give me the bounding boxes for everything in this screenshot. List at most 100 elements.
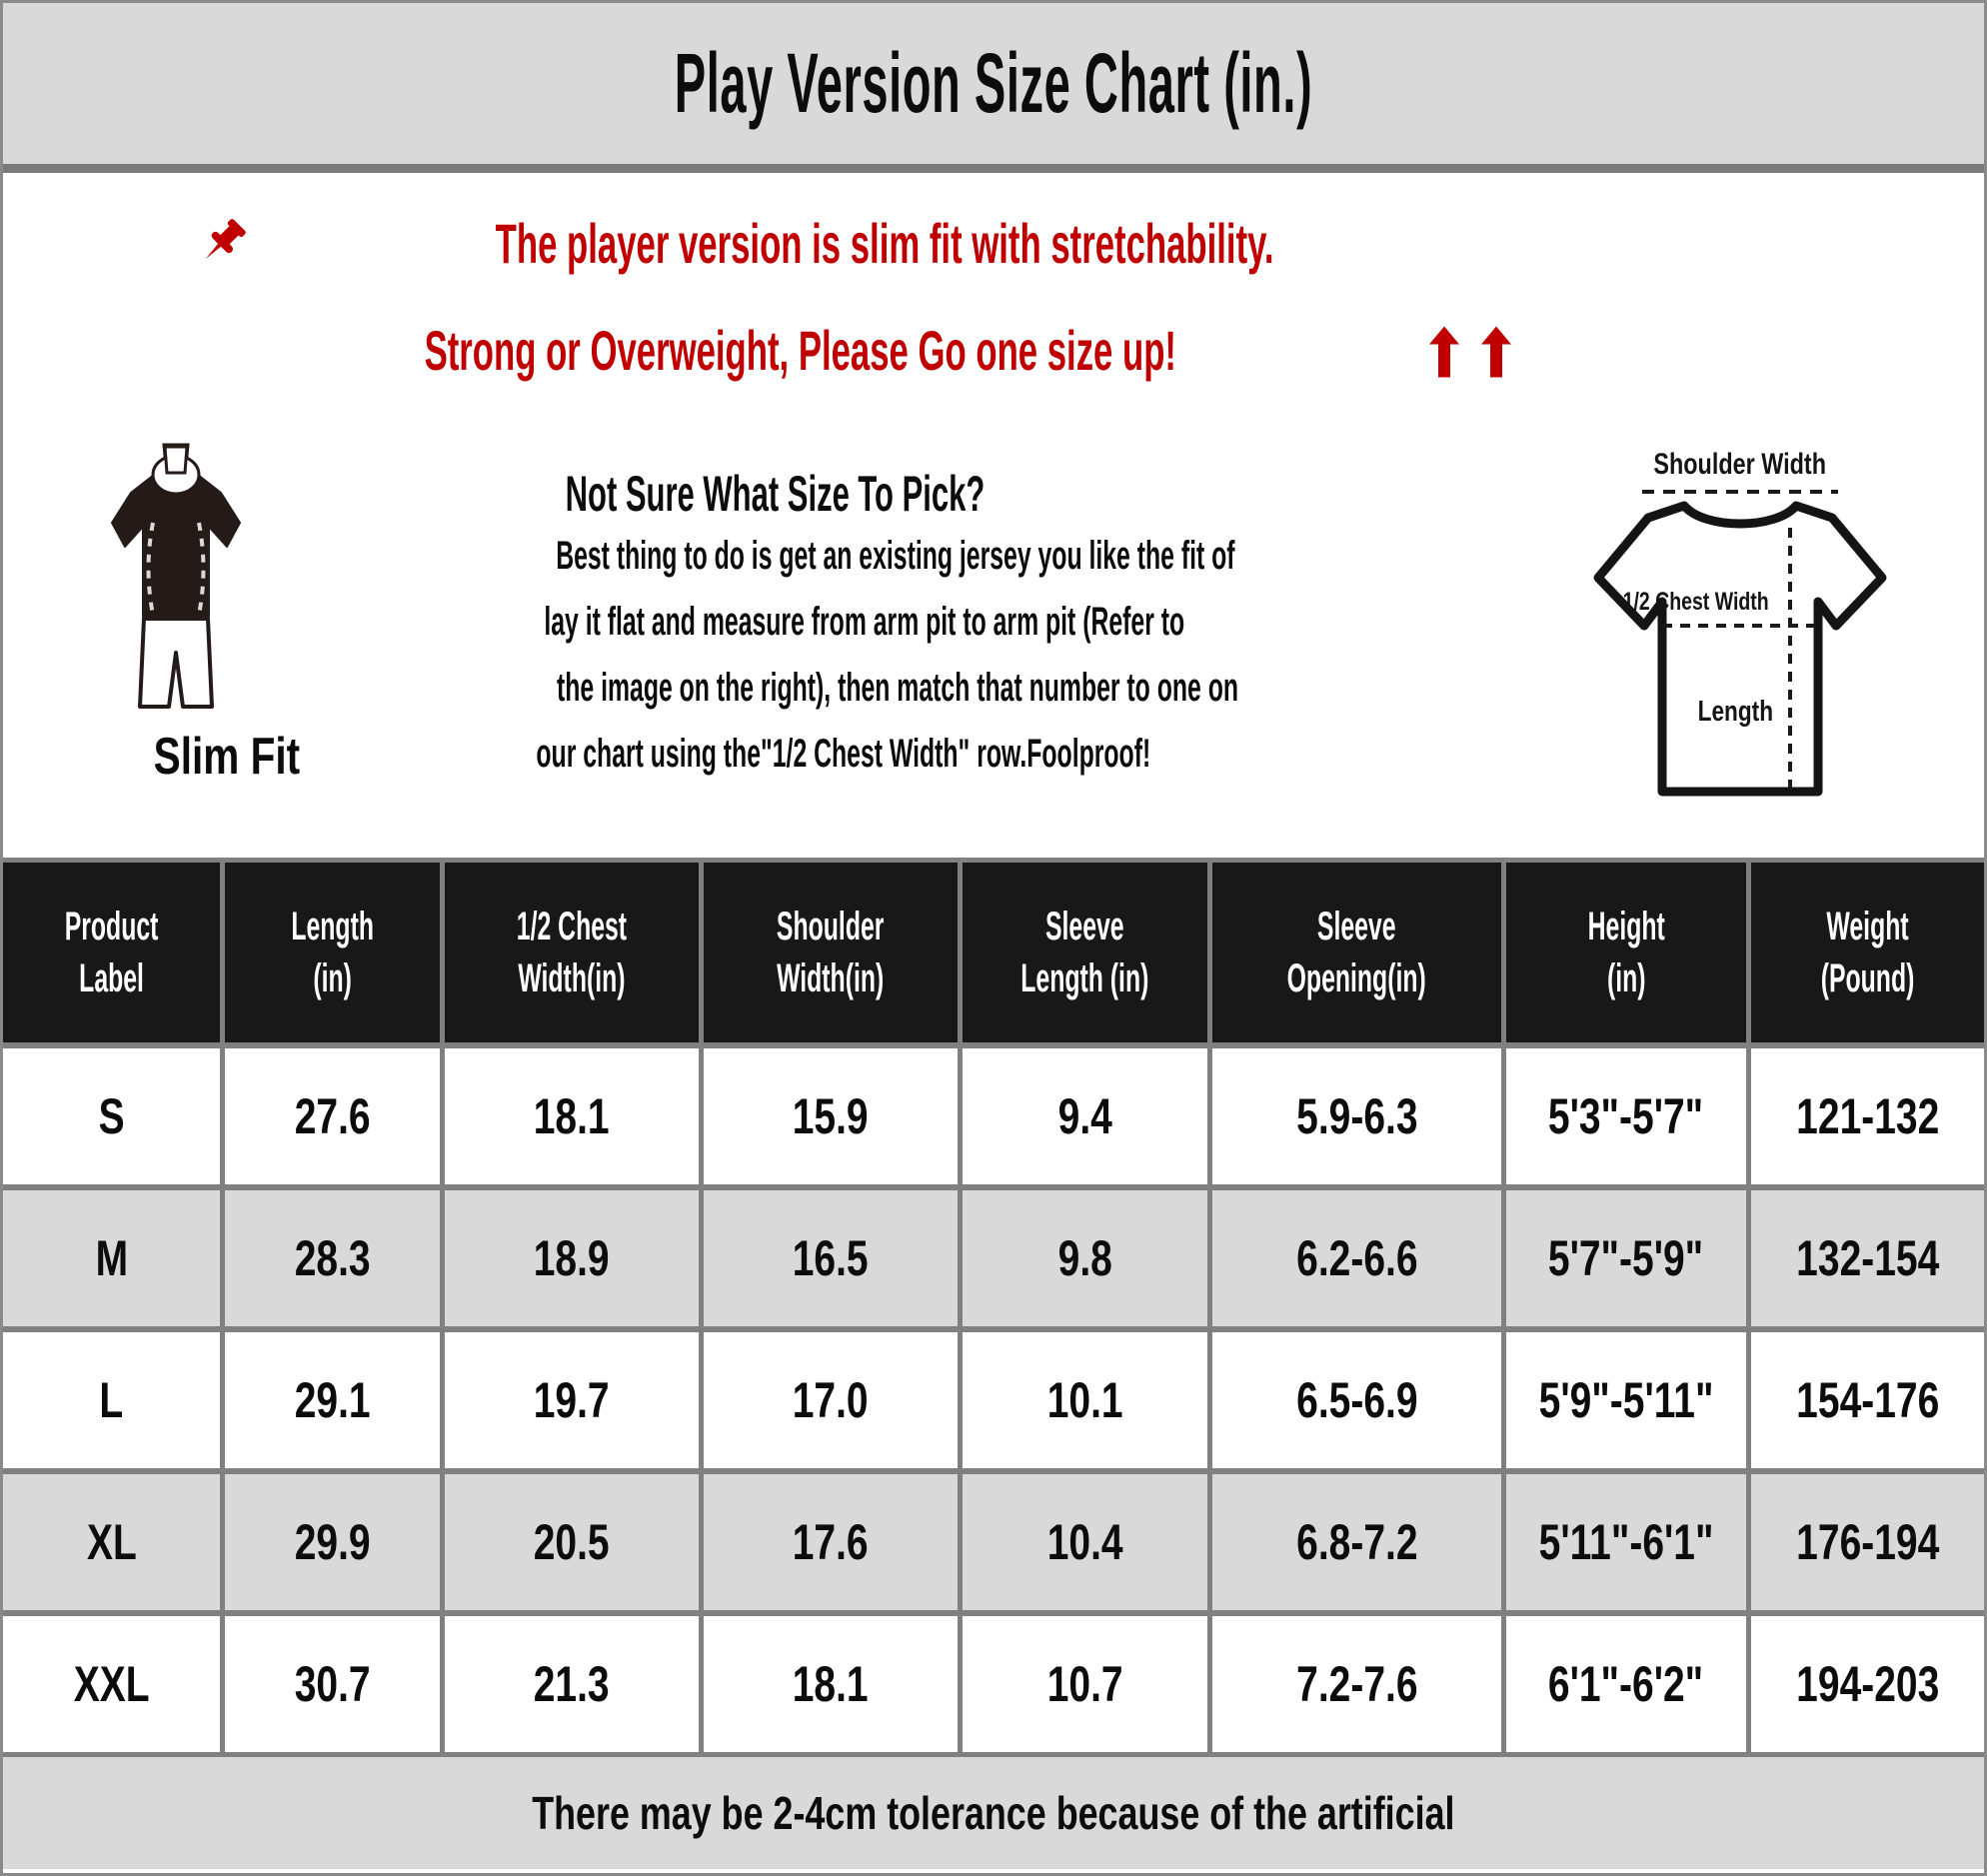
column-header-weight: Weight (Pound) — [1750, 863, 1984, 1042]
table-cell-text: 6'1"-6'2" — [1548, 1656, 1704, 1712]
table-cell-text: 28.3 — [294, 1230, 371, 1286]
shoulder-width-label-text: Shoulder Width — [1653, 448, 1827, 481]
table-cell: 18.1 — [444, 1048, 699, 1184]
table-cell-text: 17.0 — [792, 1372, 869, 1428]
half-chest-width-label-text: 1/2 Chest Width — [1622, 588, 1769, 616]
shoulder-width-label: Shoulder Width — [1584, 448, 1896, 482]
table-cell-text: 18.1 — [792, 1656, 869, 1712]
table-cell: 5'7"-5'9" — [1505, 1190, 1746, 1326]
table-cell: S — [98, 1088, 125, 1144]
guide-line: lay it flat and measure from arm pit to … — [348, 589, 1202, 655]
table-cell: 21.3 — [444, 1616, 699, 1752]
guide-line: the image on the right), then match that… — [348, 655, 1238, 721]
table-cell: 6.5-6.9 — [1212, 1332, 1501, 1468]
table-cell-text: 154-176 — [1795, 1372, 1940, 1428]
table-cell: 132-154 — [1750, 1190, 1984, 1326]
table-cell: 17.0 — [703, 1332, 959, 1468]
table-cell-text: 5.9-6.3 — [1295, 1088, 1418, 1144]
table-cell: 6'1"-6'2" — [1505, 1616, 1746, 1752]
length-label: Length — [1644, 696, 1784, 729]
table-cell-text: 5'3"-5'7" — [1548, 1088, 1704, 1144]
table-cell-text: 10.1 — [1046, 1372, 1123, 1428]
table-cell-text: 7.2-7.6 — [1295, 1656, 1418, 1712]
column-header-shoulder-width: Shoulder Width(in) — [703, 863, 959, 1042]
notice-line-1: The player version is slim fit with stre… — [3, 209, 1702, 294]
table-cell-text: 176-194 — [1795, 1514, 1940, 1570]
row-label-s: S — [3, 1048, 221, 1184]
table-cell: 121-132 — [1750, 1048, 1984, 1184]
notice-section: The player version is slim fit with stre… — [3, 173, 1984, 403]
size-guide-text: Not Sure What Size To Pick? Best thing t… — [348, 465, 1238, 787]
table-cell: 29.9 — [225, 1474, 440, 1610]
guide-line-text: our chart using the"1/2 Chest Width" row… — [536, 732, 1151, 776]
table-cell: 16.5 — [703, 1190, 959, 1326]
slim-fit-label-text: Slim Fit — [153, 728, 301, 786]
table-cell-text: 17.6 — [792, 1514, 869, 1570]
column-header-height: Height (in) — [1505, 863, 1746, 1042]
title-bar: Play Version Size Chart (in.) — [3, 3, 1984, 173]
table-cell-text: 16.5 — [792, 1230, 869, 1286]
table-cell-text: 10.7 — [1046, 1656, 1123, 1712]
notice-inner: The player version is slim fit with stre… — [3, 209, 1702, 401]
table-cell: 15.9 — [703, 1048, 959, 1184]
tolerance-footer: There may be 2-4cm tolerance because of … — [3, 1757, 1984, 1869]
table-cell-text: 18.1 — [533, 1088, 610, 1144]
table-cell-text: 30.7 — [294, 1656, 371, 1712]
table-cell: 7.2-7.6 — [1212, 1616, 1501, 1752]
table-cell: 176-194 — [1750, 1474, 1984, 1610]
table-cell-text: 5'11"-6'1" — [1538, 1514, 1714, 1570]
table-cell-text: XL — [86, 1514, 137, 1570]
column-header-text: 1/2 Chest Width(in) — [516, 905, 627, 1000]
table-cell: 17.6 — [703, 1474, 959, 1610]
table-cell-text: 18.9 — [533, 1230, 610, 1286]
table-cell: 5'3"-5'7" — [1505, 1048, 1746, 1184]
table-cell: 9.4 — [963, 1048, 1208, 1184]
column-header-text: Height (in) — [1587, 905, 1665, 1000]
table-cell-text: M — [95, 1230, 128, 1286]
up-arrow-icon — [1480, 326, 1511, 378]
table-cell-text: L — [99, 1372, 124, 1428]
notice-text-1: The player version is slim fit with stre… — [495, 212, 1274, 275]
guide-line: Best thing to do is get an existing jers… — [348, 523, 1234, 589]
notice-line-2: Strong or Overweight, Please Go one size… — [3, 316, 1702, 401]
guide-line: our chart using the"1/2 Chest Width" row… — [348, 721, 1202, 787]
table-cell: 18.9 — [444, 1190, 699, 1326]
table-cell: 10.7 — [963, 1616, 1208, 1752]
table-cell-text: 27.6 — [294, 1088, 371, 1144]
half-chest-width-label: 1/2 Chest Width — [1602, 588, 1786, 617]
table-cell-text: 20.5 — [533, 1514, 610, 1570]
table-cell: 18.1 — [703, 1616, 959, 1752]
table-cell-text: 9.8 — [1057, 1230, 1112, 1286]
column-header-product-label: Product Label — [3, 863, 221, 1042]
slim-fit-figure-icon — [111, 443, 241, 709]
table-cell: 5'9"-5'11" — [1505, 1332, 1746, 1468]
column-header-text: Product Label — [64, 905, 159, 1000]
table-cell: 154-176 — [1750, 1332, 1984, 1468]
slim-fit-label: Slim Fit — [133, 727, 303, 787]
row-label-xxl: XXL — [3, 1616, 221, 1752]
table-cell: 9.8 — [963, 1190, 1208, 1326]
notice-text-2: Strong or Overweight, Please Go one size… — [424, 319, 1177, 382]
guide-section: Slim Fit Not Sure What Size To Pick? Bes… — [3, 403, 1984, 858]
table-cell: 20.5 — [444, 1474, 699, 1610]
slim-fit-block: Slim Fit — [91, 439, 300, 787]
table-cell-text: 29.1 — [294, 1372, 371, 1428]
column-header-text: Sleeve Opening(in) — [1286, 905, 1427, 1000]
size-table: Product Label Length (in) 1/2 Chest Widt… — [3, 858, 1984, 1757]
guide-heading: Not Sure What Size To Pick? — [348, 465, 1202, 523]
table-cell-text: 29.9 — [294, 1514, 371, 1570]
table-cell-text: 6.8-7.2 — [1295, 1514, 1418, 1570]
guide-line-text: Best thing to do is get an existing jers… — [556, 534, 1235, 578]
tshirt-outline-icon — [1593, 490, 1887, 797]
table-cell: 29.1 — [225, 1332, 440, 1468]
up-arrow-icon — [1428, 326, 1459, 378]
length-label-text: Length — [1697, 696, 1774, 728]
guide-heading-text: Not Sure What Size To Pick? — [565, 466, 986, 522]
table-cell: 28.3 — [225, 1190, 440, 1326]
table-cell-text: 19.7 — [533, 1372, 610, 1428]
row-label-xl: XL — [3, 1474, 221, 1610]
table-cell-text: 9.4 — [1057, 1088, 1112, 1144]
table-cell: 30.7 — [225, 1616, 440, 1752]
page-title: Play Version Size Chart (in.) — [674, 36, 1313, 130]
